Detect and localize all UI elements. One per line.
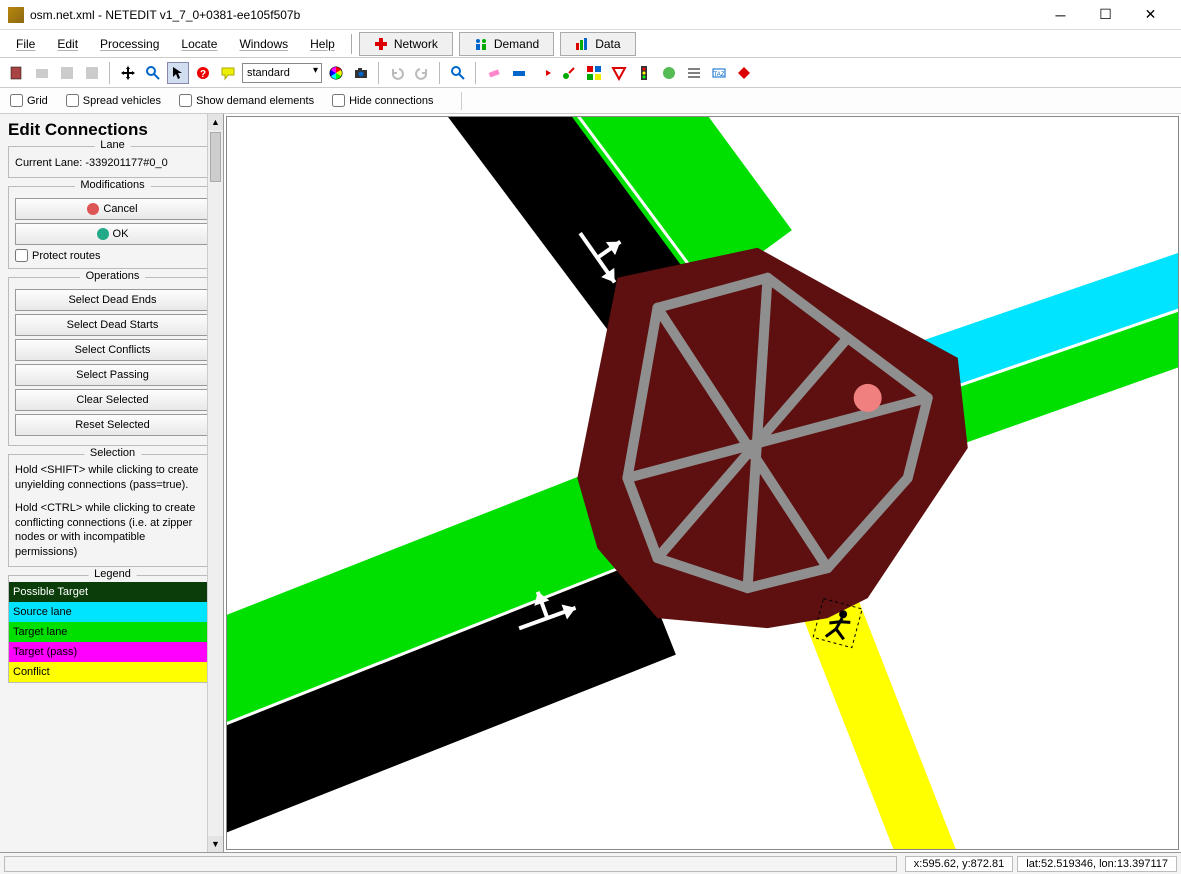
svg-text:?: ? xyxy=(200,69,206,80)
plus-icon xyxy=(374,37,388,51)
tool-point-green[interactable] xyxy=(558,62,580,84)
sidebar-scrollbar[interactable]: ▲ ▼ xyxy=(207,114,223,852)
modifications-group: Modifications Cancel OK Protect routes xyxy=(8,186,217,269)
mode-data-button[interactable]: Data xyxy=(560,32,635,56)
tool-erase[interactable] xyxy=(483,62,505,84)
tool-redo[interactable] xyxy=(411,62,433,84)
tool-save[interactable] xyxy=(56,62,78,84)
mode-network-label: Network xyxy=(394,37,438,51)
panel-title: Edit Connections xyxy=(8,120,217,140)
opt-showdemand[interactable]: Show demand elements xyxy=(179,94,314,107)
bars-icon xyxy=(575,37,589,51)
cancel-button[interactable]: Cancel xyxy=(15,198,210,220)
tool-inspect[interactable] xyxy=(167,62,189,84)
menu-edit[interactable]: Edit xyxy=(47,33,88,55)
spread-checkbox[interactable] xyxy=(66,94,79,107)
scroll-down-icon[interactable]: ▼ xyxy=(208,836,223,852)
tool-undo[interactable] xyxy=(386,62,408,84)
tool-diamond[interactable] xyxy=(733,62,755,84)
menubar: File Edit Processing Locate Windows Help… xyxy=(0,30,1181,58)
tool-grid-multi[interactable] xyxy=(583,62,605,84)
tool-camera[interactable] xyxy=(350,62,372,84)
canvas[interactable] xyxy=(226,116,1179,850)
coloring-combo[interactable] xyxy=(242,63,322,83)
mode-demand-button[interactable]: Demand xyxy=(459,32,554,56)
hideconn-checkbox[interactable] xyxy=(332,94,345,107)
op-dead-starts[interactable]: Select Dead Starts xyxy=(15,314,210,336)
mode-demand-label: Demand xyxy=(494,37,539,51)
main-area: Edit Connections Lane Current Lane: -339… xyxy=(0,114,1181,852)
menu-windows[interactable]: Windows xyxy=(229,33,298,55)
tool-arrow-red[interactable] xyxy=(533,62,555,84)
legend-row: Target lane xyxy=(9,622,216,642)
tool-yield[interactable] xyxy=(608,62,630,84)
status-latlon: lat:52.519346, lon:13.397117 xyxy=(1017,856,1177,872)
legend-group: Legend Possible TargetSource laneTarget … xyxy=(8,575,217,683)
menu-file[interactable]: File xyxy=(6,33,45,55)
people-icon xyxy=(474,37,488,51)
tool-speech[interactable] xyxy=(217,62,239,84)
tool-taz[interactable]: TAZ xyxy=(708,62,730,84)
toolbar: ? TAZ xyxy=(0,58,1181,88)
status-message xyxy=(4,856,897,872)
maximize-button[interactable]: ☐ xyxy=(1083,1,1128,29)
sidebar: Edit Connections Lane Current Lane: -339… xyxy=(0,114,224,852)
op-clear[interactable]: Clear Selected xyxy=(15,389,210,411)
scroll-up-icon[interactable]: ▲ xyxy=(208,114,223,130)
mode-data-label: Data xyxy=(595,37,620,51)
opt-grid[interactable]: Grid xyxy=(10,94,48,107)
grid-checkbox[interactable] xyxy=(10,94,23,107)
op-conflicts[interactable]: Select Conflicts xyxy=(15,339,210,361)
tool-traffic-light[interactable] xyxy=(633,62,655,84)
tool-colorwheel[interactable] xyxy=(325,62,347,84)
network-view[interactable] xyxy=(227,117,1178,849)
current-lane-field: Current Lane: -339201177#0_0 xyxy=(15,155,210,171)
titlebar: osm.net.xml - NETEDIT v1_7_0+0381-ee105f… xyxy=(0,0,1181,30)
op-passing[interactable]: Select Passing xyxy=(15,364,210,386)
operations-group: Operations Select Dead Ends Select Dead … xyxy=(8,277,217,446)
tool-move[interactable] xyxy=(117,62,139,84)
ok-icon xyxy=(97,228,109,240)
tool-help[interactable]: ? xyxy=(192,62,214,84)
legend-row: Conflict xyxy=(9,662,216,682)
opt-hideconn[interactable]: Hide connections xyxy=(332,94,433,107)
help-shift: Hold <SHIFT> while clicking to create un… xyxy=(15,463,210,493)
tool-green-circle[interactable] xyxy=(658,62,680,84)
minimize-button[interactable]: ─ xyxy=(1038,1,1083,29)
protect-routes-check[interactable]: Protect routes xyxy=(15,249,210,262)
tool-new[interactable] xyxy=(6,62,28,84)
opt-spread[interactable]: Spread vehicles xyxy=(66,94,161,107)
window-title: osm.net.xml - NETEDIT v1_7_0+0381-ee105f… xyxy=(30,8,1038,22)
tool-stop[interactable] xyxy=(508,62,530,84)
tool-saveas[interactable] xyxy=(81,62,103,84)
options-bar: Grid Spread vehicles Show demand element… xyxy=(0,88,1181,114)
svg-text:TAZ: TAZ xyxy=(714,72,725,78)
tool-open[interactable] xyxy=(31,62,53,84)
legend-row: Target (pass) xyxy=(9,642,216,662)
ok-button[interactable]: OK xyxy=(15,223,210,245)
menu-processing[interactable]: Processing xyxy=(90,33,169,55)
legend-row: Possible Target xyxy=(9,582,216,602)
tool-search2[interactable] xyxy=(447,62,469,84)
selection-group: Selection Hold <SHIFT> while clicking to… xyxy=(8,454,217,567)
menu-help[interactable]: Help xyxy=(300,33,345,55)
tool-lines[interactable] xyxy=(683,62,705,84)
lane-group: Lane Current Lane: -339201177#0_0 xyxy=(8,146,217,178)
app-icon xyxy=(8,7,24,23)
statusbar: x:595.62, y:872.81 lat:52.519346, lon:13… xyxy=(0,852,1181,874)
op-dead-ends[interactable]: Select Dead Ends xyxy=(15,289,210,311)
mode-network-button[interactable]: Network xyxy=(359,32,453,56)
showdemand-checkbox[interactable] xyxy=(179,94,192,107)
help-ctrl: Hold <CTRL> while clicking to create con… xyxy=(15,501,210,560)
scroll-thumb[interactable] xyxy=(210,132,221,182)
status-xy: x:595.62, y:872.81 xyxy=(905,856,1014,872)
menu-locate[interactable]: Locate xyxy=(171,33,227,55)
cancel-icon xyxy=(87,203,99,215)
legend-row: Source lane xyxy=(9,602,216,622)
close-button[interactable]: ✕ xyxy=(1128,1,1173,29)
op-reset[interactable]: Reset Selected xyxy=(15,414,210,436)
tool-zoom[interactable] xyxy=(142,62,164,84)
